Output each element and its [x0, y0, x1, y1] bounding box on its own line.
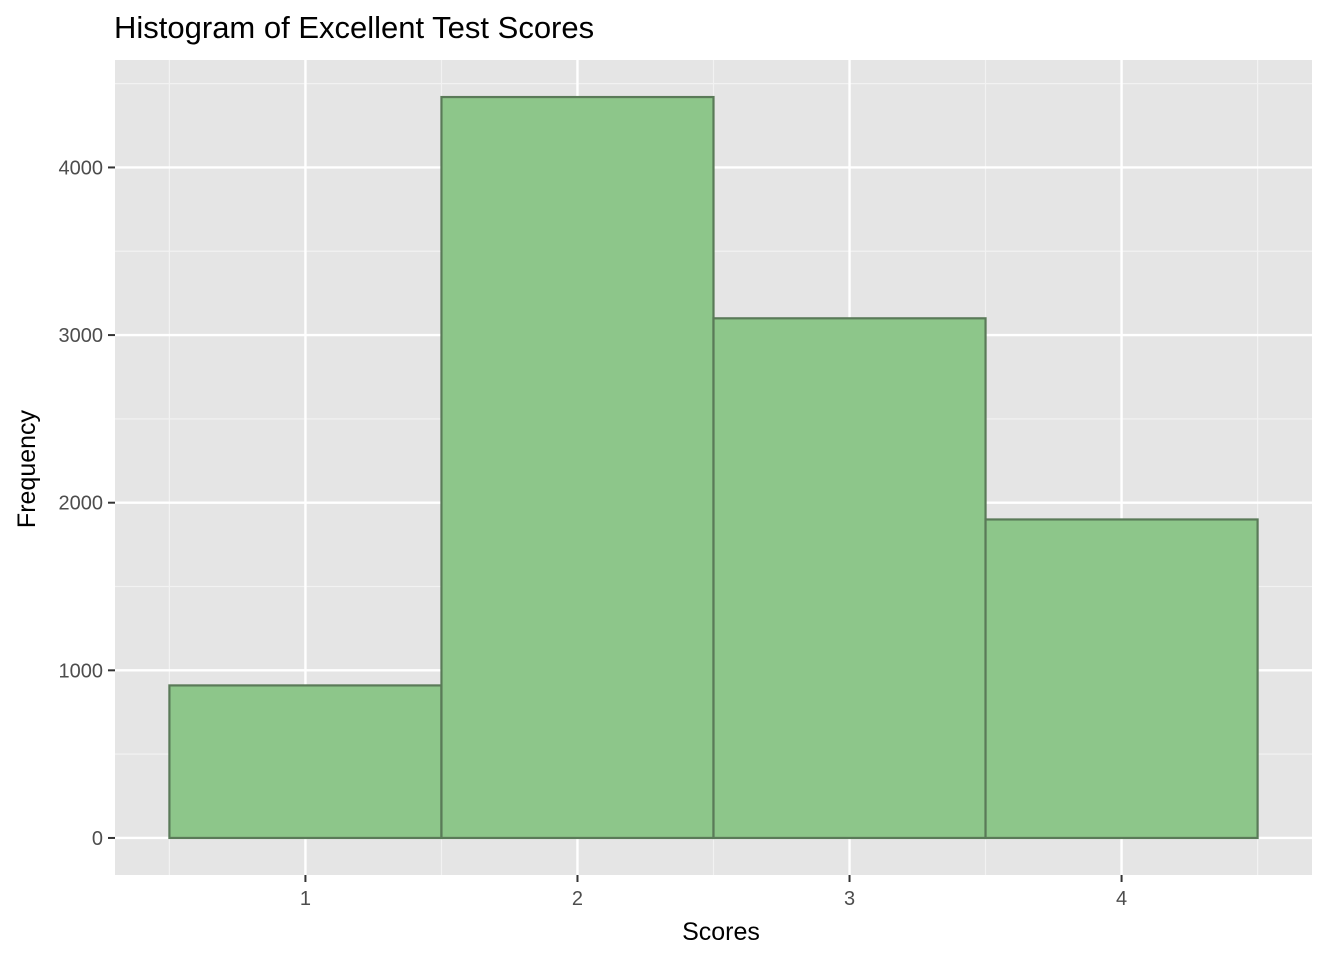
bar-score-1: [168, 684, 443, 840]
x-tick-label: 3: [844, 888, 855, 910]
y-tick-label: 2000: [59, 493, 104, 515]
x-tick-label: 1: [300, 888, 311, 910]
x-tick-label: 4: [1116, 888, 1127, 910]
y-axis: 0 1000 2000 3000 4000: [59, 157, 115, 850]
y-tick-label: 0: [92, 828, 103, 850]
y-tick-label: 3000: [59, 325, 104, 347]
y-axis-title: Frequency: [13, 409, 41, 528]
y-tick-label: 4000: [59, 157, 104, 179]
x-axis: 1 2 3 4: [300, 875, 1127, 910]
x-axis-title: Scores: [682, 918, 760, 946]
bars: [168, 95, 1259, 840]
chart-title: Histogram of Excellent Test Scores: [114, 10, 594, 45]
bar-score-4: [984, 518, 1259, 840]
y-tick-label: 1000: [59, 660, 104, 682]
x-tick-label: 2: [572, 888, 583, 910]
bar-score-3: [712, 317, 987, 840]
bar-score-2: [440, 95, 715, 840]
